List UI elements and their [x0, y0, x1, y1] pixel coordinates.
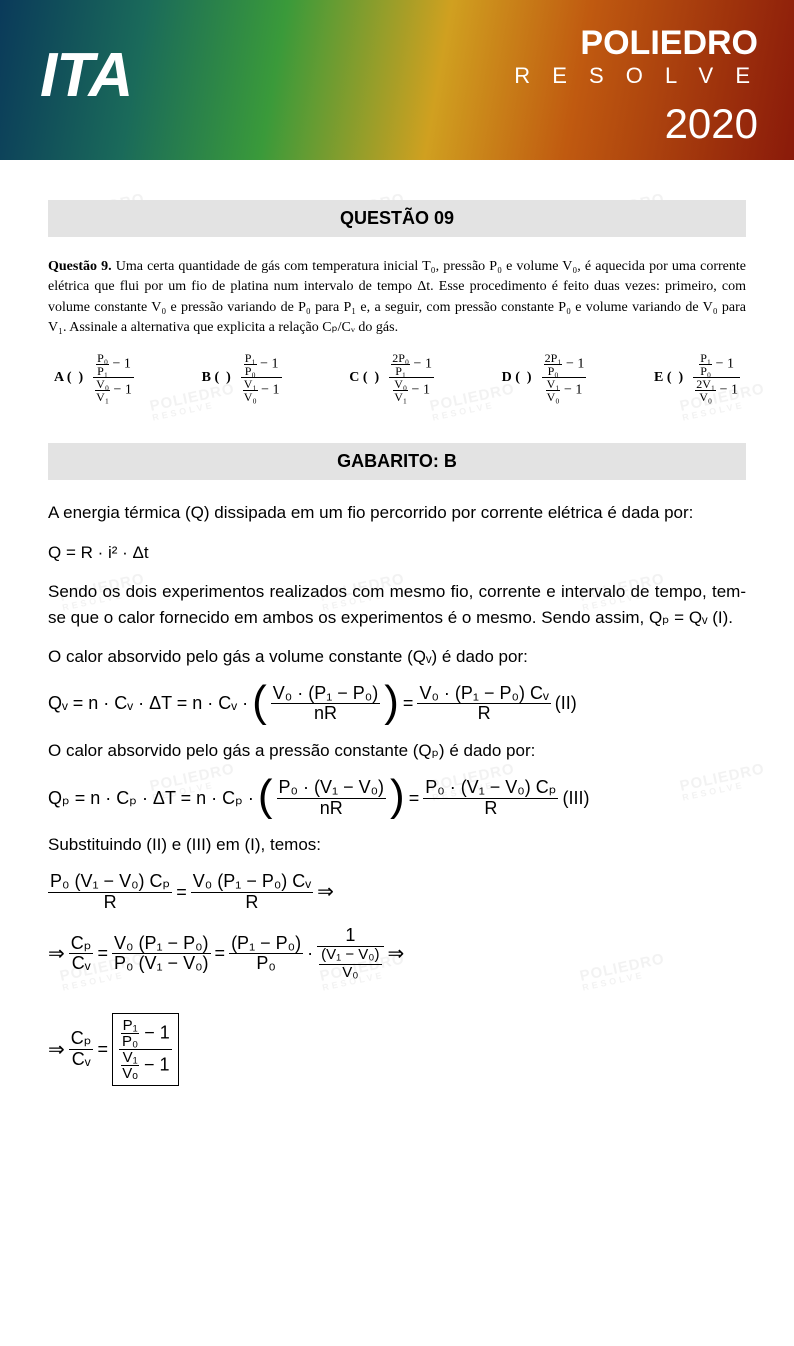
solution-p1: A energia térmica (Q) dissipada em um fi… [48, 500, 746, 526]
equation-2: Qᵥ = n · Cᵥ · ΔT = n · Cᵥ · ( V₀ · (P₁ −… [48, 684, 746, 725]
final-answer-box: P₁P₀ − 1 V₁Vₒ − 1 [112, 1013, 179, 1086]
answer-key-bar: GABARITO: B [48, 443, 746, 480]
equation-1: Q = R · i² · Δt [48, 540, 746, 566]
question-statement: Questão 9. Uma certa quantidade de gás c… [48, 257, 746, 338]
solution-body: A energia térmica (Q) dissipada em um fi… [48, 500, 746, 1086]
page-header: ITA POLIEDRO R E S O L V E 2020 [0, 0, 794, 160]
equation-4a: P₀ (V₁ − V₀) Cₚ R = V₀ (P₁ − P₀) Cᵥ R ⇒ [48, 872, 746, 913]
answer-options: A ( ) P₀P₁ − 1 V₀V₁ − 1 B ( ) P₁P₀ − 1 V… [48, 352, 746, 403]
equation-3: Qₚ = n · Cₚ · ΔT = n · Cₚ · ( P₀ · (V₁ −… [48, 778, 746, 819]
question-text: Uma certa quantidade de gás com temperat… [48, 259, 746, 335]
question-number-bar: QUESTÃO 09 [48, 200, 746, 237]
solution-p3: O calor absorvido pelo gás a volume cons… [48, 644, 746, 670]
solution-p5: Substituindo (II) e (III) em (I), temos: [48, 832, 746, 858]
equation-4b: ⇒ Cₚ Cᵥ = V₀ (P₁ − P₀) P₀ (V₁ − V₀) = (P… [48, 926, 746, 981]
option-b: B ( ) P₁P₀ − 1 V₁V₀ − 1 [202, 352, 282, 403]
solution-p4: O calor absorvido pelo gás a pressão con… [48, 738, 746, 764]
option-c: C ( ) 2P₀P₁ − 1 V₀V₁ − 1 [349, 352, 434, 403]
question-label: Questão 9. [48, 259, 112, 274]
option-e: E ( ) P₁P₀ − 1 2V₁V₀ − 1 [654, 352, 740, 403]
brand-block: POLIEDRO R E S O L V E [514, 24, 758, 89]
option-a: A ( ) P₀P₁ − 1 V₀V₁ − 1 [54, 352, 134, 403]
exam-title: ITA [40, 40, 132, 111]
option-d: D ( ) 2P₁P₀ − 1 V₁V₀ − 1 [502, 352, 587, 403]
equation-5-final: ⇒ Cₚ Cᵥ = P₁P₀ − 1 V₁Vₒ − 1 [48, 1013, 746, 1086]
solution-p2: Sendo os dois experimentos realizados co… [48, 579, 746, 630]
brand-subtitle: R E S O L V E [514, 63, 758, 89]
exam-year: 2020 [665, 100, 758, 148]
brand-name: POLIEDRO [514, 24, 758, 63]
